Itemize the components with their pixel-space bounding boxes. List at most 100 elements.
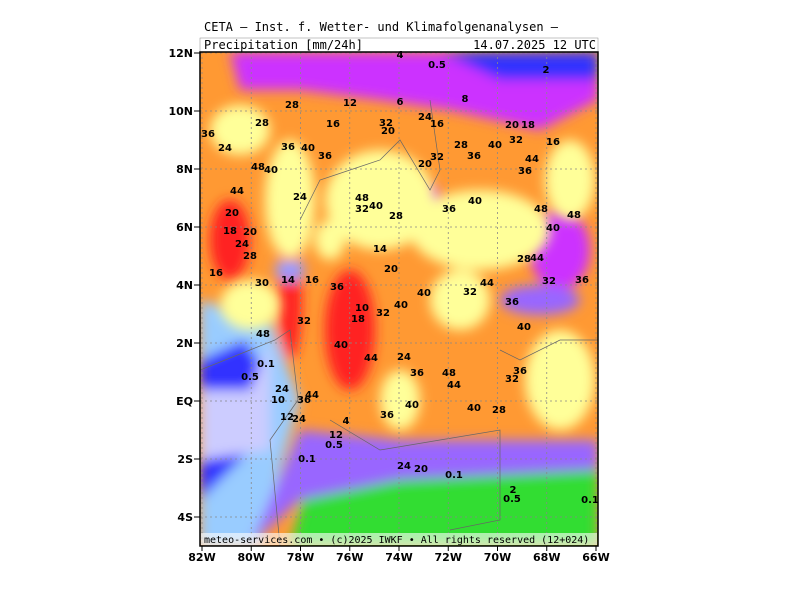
contour-label: 2 (543, 65, 550, 76)
contour-label: 24 (293, 192, 307, 203)
contour-label: 20 (225, 208, 239, 219)
contour-label: 40 (517, 322, 531, 333)
contour-label: 40 (546, 223, 560, 234)
contour-label: 14 (373, 244, 387, 255)
lon-label: 78W (287, 551, 314, 564)
contour-label: 36 (513, 366, 527, 377)
lat-label: 6N (176, 221, 193, 234)
contour-label: 36 (281, 142, 295, 153)
contour-label: 0.5 (428, 60, 446, 71)
contour-label: 36 (505, 297, 519, 308)
contour-label: 6 (397, 97, 404, 108)
contour-label: 14 (281, 275, 295, 286)
contour-label: 24 (418, 112, 432, 123)
contour-label: 40 (394, 300, 408, 311)
contour-label: 36 (575, 275, 589, 286)
contour-label: 28 (492, 405, 506, 416)
contour-label: 2 (510, 485, 517, 496)
contour-label: 48 (355, 193, 369, 204)
contour-label: 18 (351, 314, 365, 325)
contour-label: 44 (525, 154, 539, 165)
footer: meteo-services.com • (c)2025 IWKF • All … (204, 535, 589, 546)
contour-label: 44 (530, 253, 544, 264)
lat-label: 8N (176, 163, 193, 176)
contour-label: 0.5 (325, 440, 343, 451)
lon-label: 70W (484, 551, 511, 564)
variable: Precipitation [mm/24h] (204, 38, 363, 52)
contour-label: 10 (271, 395, 285, 406)
contour-label: 18 (223, 226, 237, 237)
contour-label: 40 (488, 140, 502, 151)
contour-label: 20 (384, 264, 398, 275)
contour-label: 36 (297, 395, 311, 406)
footer-box (201, 533, 597, 545)
contour-label: 36 (442, 204, 456, 215)
lat-label: 12N (168, 47, 193, 60)
lon-label: 80W (238, 551, 265, 564)
contour-label: 32 (505, 374, 519, 385)
contour-label: 44 (364, 353, 378, 364)
contour-label: 40 (264, 165, 278, 176)
contour-label: 32 (379, 118, 393, 129)
lat-label: 4S (177, 511, 193, 524)
contour-label: 44 (480, 278, 494, 289)
contour-label: 0.1 (581, 495, 599, 506)
contour-label: 40 (369, 201, 383, 212)
contour-label: 0.1 (257, 359, 275, 370)
contour-label: 20 (418, 159, 432, 170)
contour-label: 16 (326, 119, 340, 130)
contour-label: 16 (430, 119, 444, 130)
title: CETA — Inst. f. Wetter- und Klimafolgena… (204, 20, 559, 34)
contour-label: 40 (467, 403, 481, 414)
contour-label: 30 (255, 278, 269, 289)
contour-label: 32 (355, 204, 369, 215)
contour-label: 32 (509, 135, 523, 146)
lat-label: EQ (176, 395, 193, 408)
contour-label: 16 (305, 275, 319, 286)
lon-label: 66W (582, 551, 609, 564)
contour-label: 0.5 (241, 372, 259, 383)
contour-label: 18 (521, 120, 535, 131)
lat-label: 4N (176, 279, 193, 292)
contour-label: 32 (376, 308, 390, 319)
contour-label: 20 (414, 464, 428, 475)
contour-label: 48 (534, 204, 548, 215)
contour-label: 28 (285, 100, 299, 111)
contour-label: 16 (546, 137, 560, 148)
lon-label: 76W (336, 551, 363, 564)
contour-label: 0.1 (298, 454, 316, 465)
contour-label: 48 (256, 329, 270, 340)
contour-label: 32 (463, 287, 477, 298)
lon-label: 82W (188, 551, 215, 564)
lon-label: 68W (533, 551, 560, 564)
contour-label: 36 (410, 368, 424, 379)
lat-label: 2S (177, 453, 193, 466)
contour-label: 20 (243, 227, 257, 238)
contour-label: 0.1 (445, 470, 463, 481)
lat-label: 2N (176, 337, 193, 350)
contour-label: 12 (329, 430, 343, 441)
contour-label: 40 (405, 400, 419, 411)
contour-label: 40 (417, 288, 431, 299)
lon-label: 72W (435, 551, 462, 564)
contour-label: 24 (275, 384, 289, 395)
contour-label: 28 (243, 251, 257, 262)
contour-label: 48 (567, 210, 581, 221)
contour-label: 20 (505, 120, 519, 131)
lat-label: 10N (168, 105, 193, 118)
contour-label: 24 (292, 414, 306, 425)
contour-label: 36 (518, 166, 532, 177)
contour-label: 4 (397, 50, 404, 61)
contour-label: 40 (334, 340, 348, 351)
contour-label: 40 (301, 143, 315, 154)
contour-label: 28 (517, 254, 531, 265)
contour-label: 24 (218, 143, 232, 154)
contour-label: 24 (235, 239, 249, 250)
contour-label: 24 (397, 461, 411, 472)
contour-label: 10 (355, 303, 369, 314)
contour-label: 4 (343, 416, 350, 427)
contour-label: 16 (209, 268, 223, 279)
contour-label: 24 (397, 352, 411, 363)
contour-label: 12 (343, 98, 357, 109)
